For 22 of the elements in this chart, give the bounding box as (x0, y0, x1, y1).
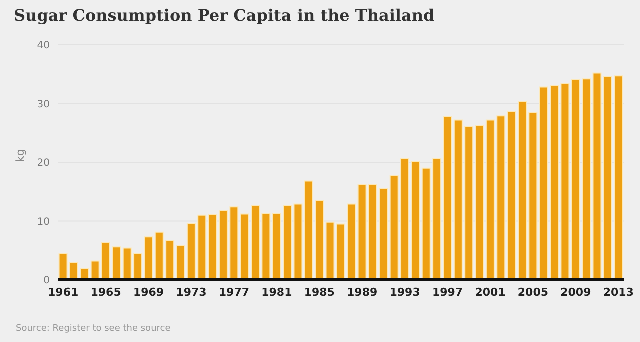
source-note: Source: Register to see the source (16, 324, 171, 334)
y-tick-label: 10 (37, 216, 50, 228)
x-tick-label: 1989 (347, 286, 378, 299)
x-tick-label: 1981 (262, 286, 292, 299)
x-tick-label: 1977 (218, 286, 250, 299)
x-tick-label: 1973 (176, 286, 207, 299)
x-tick-label: 1985 (304, 286, 335, 299)
y-tick-label: 20 (37, 158, 50, 170)
x-tick-label: 1965 (90, 286, 122, 299)
x-tick-label: 1961 (48, 286, 79, 299)
x-tick-label: 2013 (603, 286, 634, 299)
x-tick-label: 1969 (133, 286, 164, 299)
x-tick-label: 2009 (560, 286, 592, 299)
chart-title: Sugar Consumption Per Capita in the Thailand (14, 6, 435, 25)
x-tick-label: 1997 (432, 286, 464, 299)
y-tick-label: 30 (37, 99, 50, 110)
x-tick-label: 2005 (518, 286, 549, 299)
x-tick-label: 1993 (390, 286, 420, 299)
y-tick-label: 0 (44, 276, 50, 287)
y-axis-title: kg (14, 149, 27, 162)
y-tick-label: 40 (37, 40, 50, 52)
x-tick-label: 2001 (475, 286, 506, 299)
